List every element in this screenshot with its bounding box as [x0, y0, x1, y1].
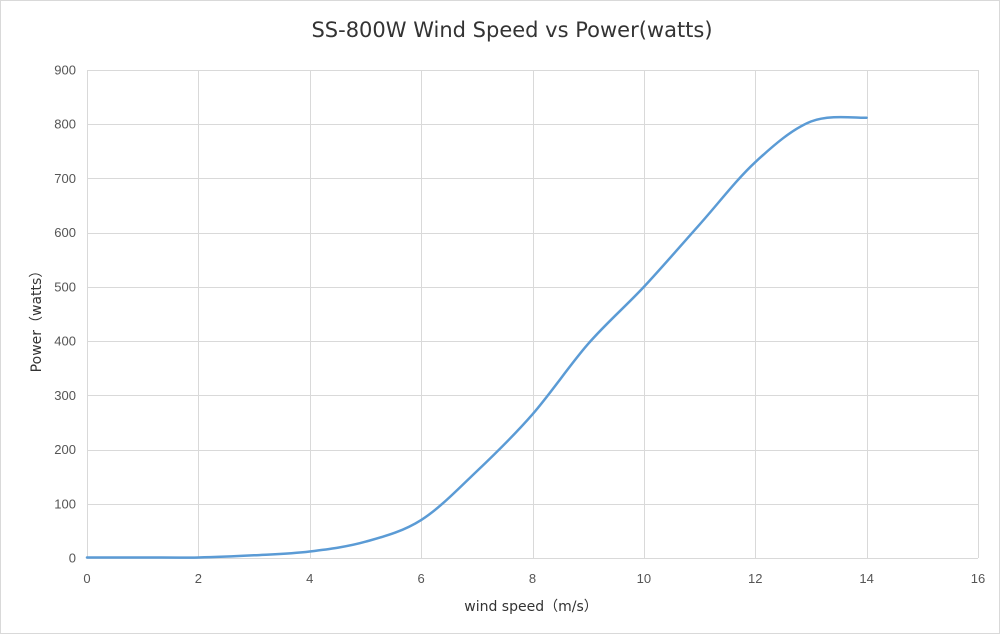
x-tick-label: 2	[195, 571, 202, 586]
y-axis-title: Power（watts）	[29, 264, 45, 373]
x-tick-label: 10	[637, 571, 651, 586]
x-axis-title: wind speed（m/s）	[464, 599, 598, 615]
series-layer	[85, 115, 868, 559]
tick-labels: 0 100 200 300 400 500 600 700 800 900 0 2 4 6 8 10 12 14 1…	[54, 63, 985, 587]
series-line	[85, 115, 868, 559]
y-tick-label: 900	[54, 63, 76, 78]
x-tick-label: 4	[306, 571, 313, 586]
x-tick-label: 12	[748, 571, 762, 586]
y-tick-label: 100	[54, 496, 76, 511]
x-tick-label: 14	[859, 571, 873, 586]
y-tick-label: 600	[54, 225, 76, 240]
y-tick-label: 800	[54, 117, 76, 132]
x-tick-label: 8	[529, 571, 536, 586]
y-tick-label: 500	[54, 279, 76, 294]
chart-title: SS-800W Wind Speed vs Power(watts)	[311, 18, 712, 42]
y-tick-label: 400	[54, 334, 76, 349]
y-tick-label: 200	[54, 442, 76, 457]
x-tick-label: 6	[418, 571, 425, 586]
y-tick-label: 300	[54, 388, 76, 403]
x-tick-label: 16	[971, 571, 985, 586]
grid	[87, 70, 979, 559]
y-tick-label: 700	[54, 171, 76, 186]
x-tick-label: 0	[83, 571, 90, 586]
y-tick-label: 0	[69, 551, 76, 566]
